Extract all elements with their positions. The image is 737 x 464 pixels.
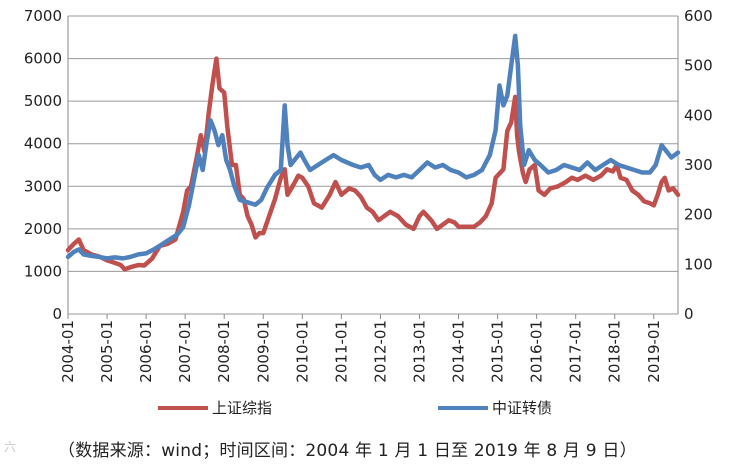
series-lines [65, 33, 681, 272]
series-line-convertible-bond [65, 33, 681, 261]
legend-swatch-convertible-bond [438, 405, 488, 410]
left-axis-ticks: 0 1000 2000 3000 4000 5000 6000 7000 [24, 7, 62, 323]
y-right-tick-label: 0 [684, 305, 694, 323]
legend-label-convertible-bond: 中证转债 [492, 399, 553, 417]
source-note: （数据来源：wind；时间区间：2004 年 1 月 1 日至 2019 年 8… [58, 441, 637, 461]
legend-label-shanghai: 上证综指 [212, 399, 273, 417]
y-left-tick-label: 7000 [24, 7, 62, 25]
y-left-tick-label: 6000 [24, 50, 62, 68]
x-tick-label: 2007-01 [176, 320, 194, 383]
y-left-tick-label: 5000 [24, 92, 62, 110]
y-right-tick-label: 600 [684, 7, 713, 25]
x-tick-label: 2014-01 [450, 320, 468, 383]
y-left-tick-label: 0 [52, 305, 62, 323]
right-axis-ticks: 0 100 200 300 400 500 600 [684, 7, 713, 323]
y-left-tick-label: 4000 [24, 135, 62, 153]
x-tick-label: 2012-01 [371, 320, 389, 383]
x-tick-label: 2010-01 [293, 320, 311, 383]
y-left-tick-label: 3000 [24, 177, 62, 195]
legend-swatch-shanghai [158, 405, 208, 410]
x-tick-label: 2016-01 [528, 320, 546, 383]
x-tick-label: 2017-01 [567, 320, 585, 383]
x-tick-label: 2006-01 [137, 320, 155, 383]
y-right-tick-label: 200 [684, 206, 713, 224]
x-axis-ticks: 2004-01 2005-01 2006-01 2007-01 2008-01 2009-… [59, 314, 663, 383]
y-left-tick-label: 2000 [24, 220, 62, 238]
y-right-tick-label: 400 [684, 106, 713, 124]
y-right-tick-label: 100 [684, 255, 713, 273]
legend-item-convertible-bond: 中证转债 [438, 397, 552, 418]
x-tick-label: 2018-01 [606, 320, 624, 383]
line-chart: 0 1000 2000 3000 4000 5000 6000 7000 0 100 200 300… [24, 7, 713, 383]
x-tick-label: 2009-01 [254, 320, 272, 383]
y-left-tick-label: 1000 [24, 262, 62, 280]
x-tick-label: 2019-01 [645, 320, 663, 383]
x-tick-label: 2013-01 [410, 320, 428, 383]
gridlines [67, 15, 679, 315]
x-tick-label: 2004-01 [59, 320, 77, 383]
x-tick-label: 2011-01 [332, 320, 350, 383]
x-tick-label: 2005-01 [98, 320, 116, 383]
watermark-logo: 六 [4, 440, 17, 454]
x-tick-label: 2008-01 [215, 320, 233, 383]
legend-item-shanghai: 上证综指 [158, 397, 272, 418]
y-right-tick-label: 300 [684, 156, 713, 174]
y-right-tick-label: 500 [684, 57, 713, 75]
x-tick-label: 2015-01 [489, 320, 507, 383]
